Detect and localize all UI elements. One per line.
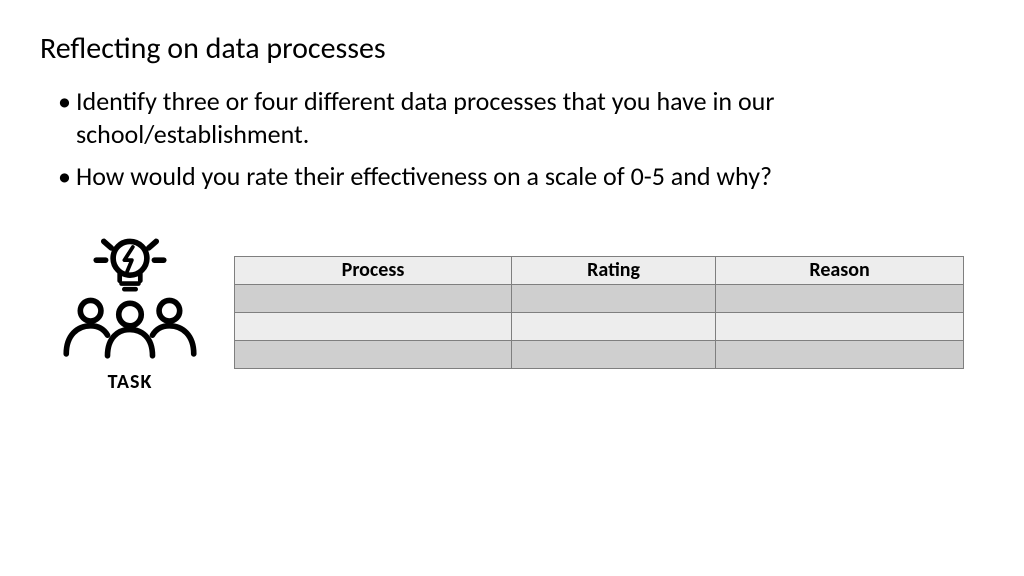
col-header-process: Process <box>235 256 512 284</box>
col-header-reason: Reason <box>716 256 964 284</box>
cell <box>716 284 964 312</box>
rating-table: Process Rating Reason <box>234 256 964 369</box>
cell <box>716 312 964 340</box>
cell <box>235 284 512 312</box>
table-row <box>235 340 964 368</box>
cell <box>512 284 716 312</box>
table-wrap: Process Rating Reason <box>234 228 984 369</box>
cell <box>235 312 512 340</box>
task-label: TASK <box>50 370 210 394</box>
task-icon-block: TASK <box>40 228 210 394</box>
task-people-idea-icon <box>55 232 205 363</box>
lower-region: TASK Process Rating Reason <box>40 228 984 394</box>
cell <box>716 340 964 368</box>
table-header-row: Process Rating Reason <box>235 256 964 284</box>
cell <box>235 340 512 368</box>
slide: Reflecting on data processes Identify th… <box>0 0 1024 576</box>
col-header-rating: Rating <box>512 256 716 284</box>
table-row <box>235 284 964 312</box>
bullet-list: Identify three or four different data pr… <box>40 85 984 193</box>
bullet-item: How would you rate their effectiveness o… <box>58 160 984 193</box>
bullet-item: Identify three or four different data pr… <box>58 85 984 150</box>
table-row <box>235 312 964 340</box>
cell <box>512 312 716 340</box>
cell <box>512 340 716 368</box>
slide-title: Reflecting on data processes <box>40 30 984 67</box>
